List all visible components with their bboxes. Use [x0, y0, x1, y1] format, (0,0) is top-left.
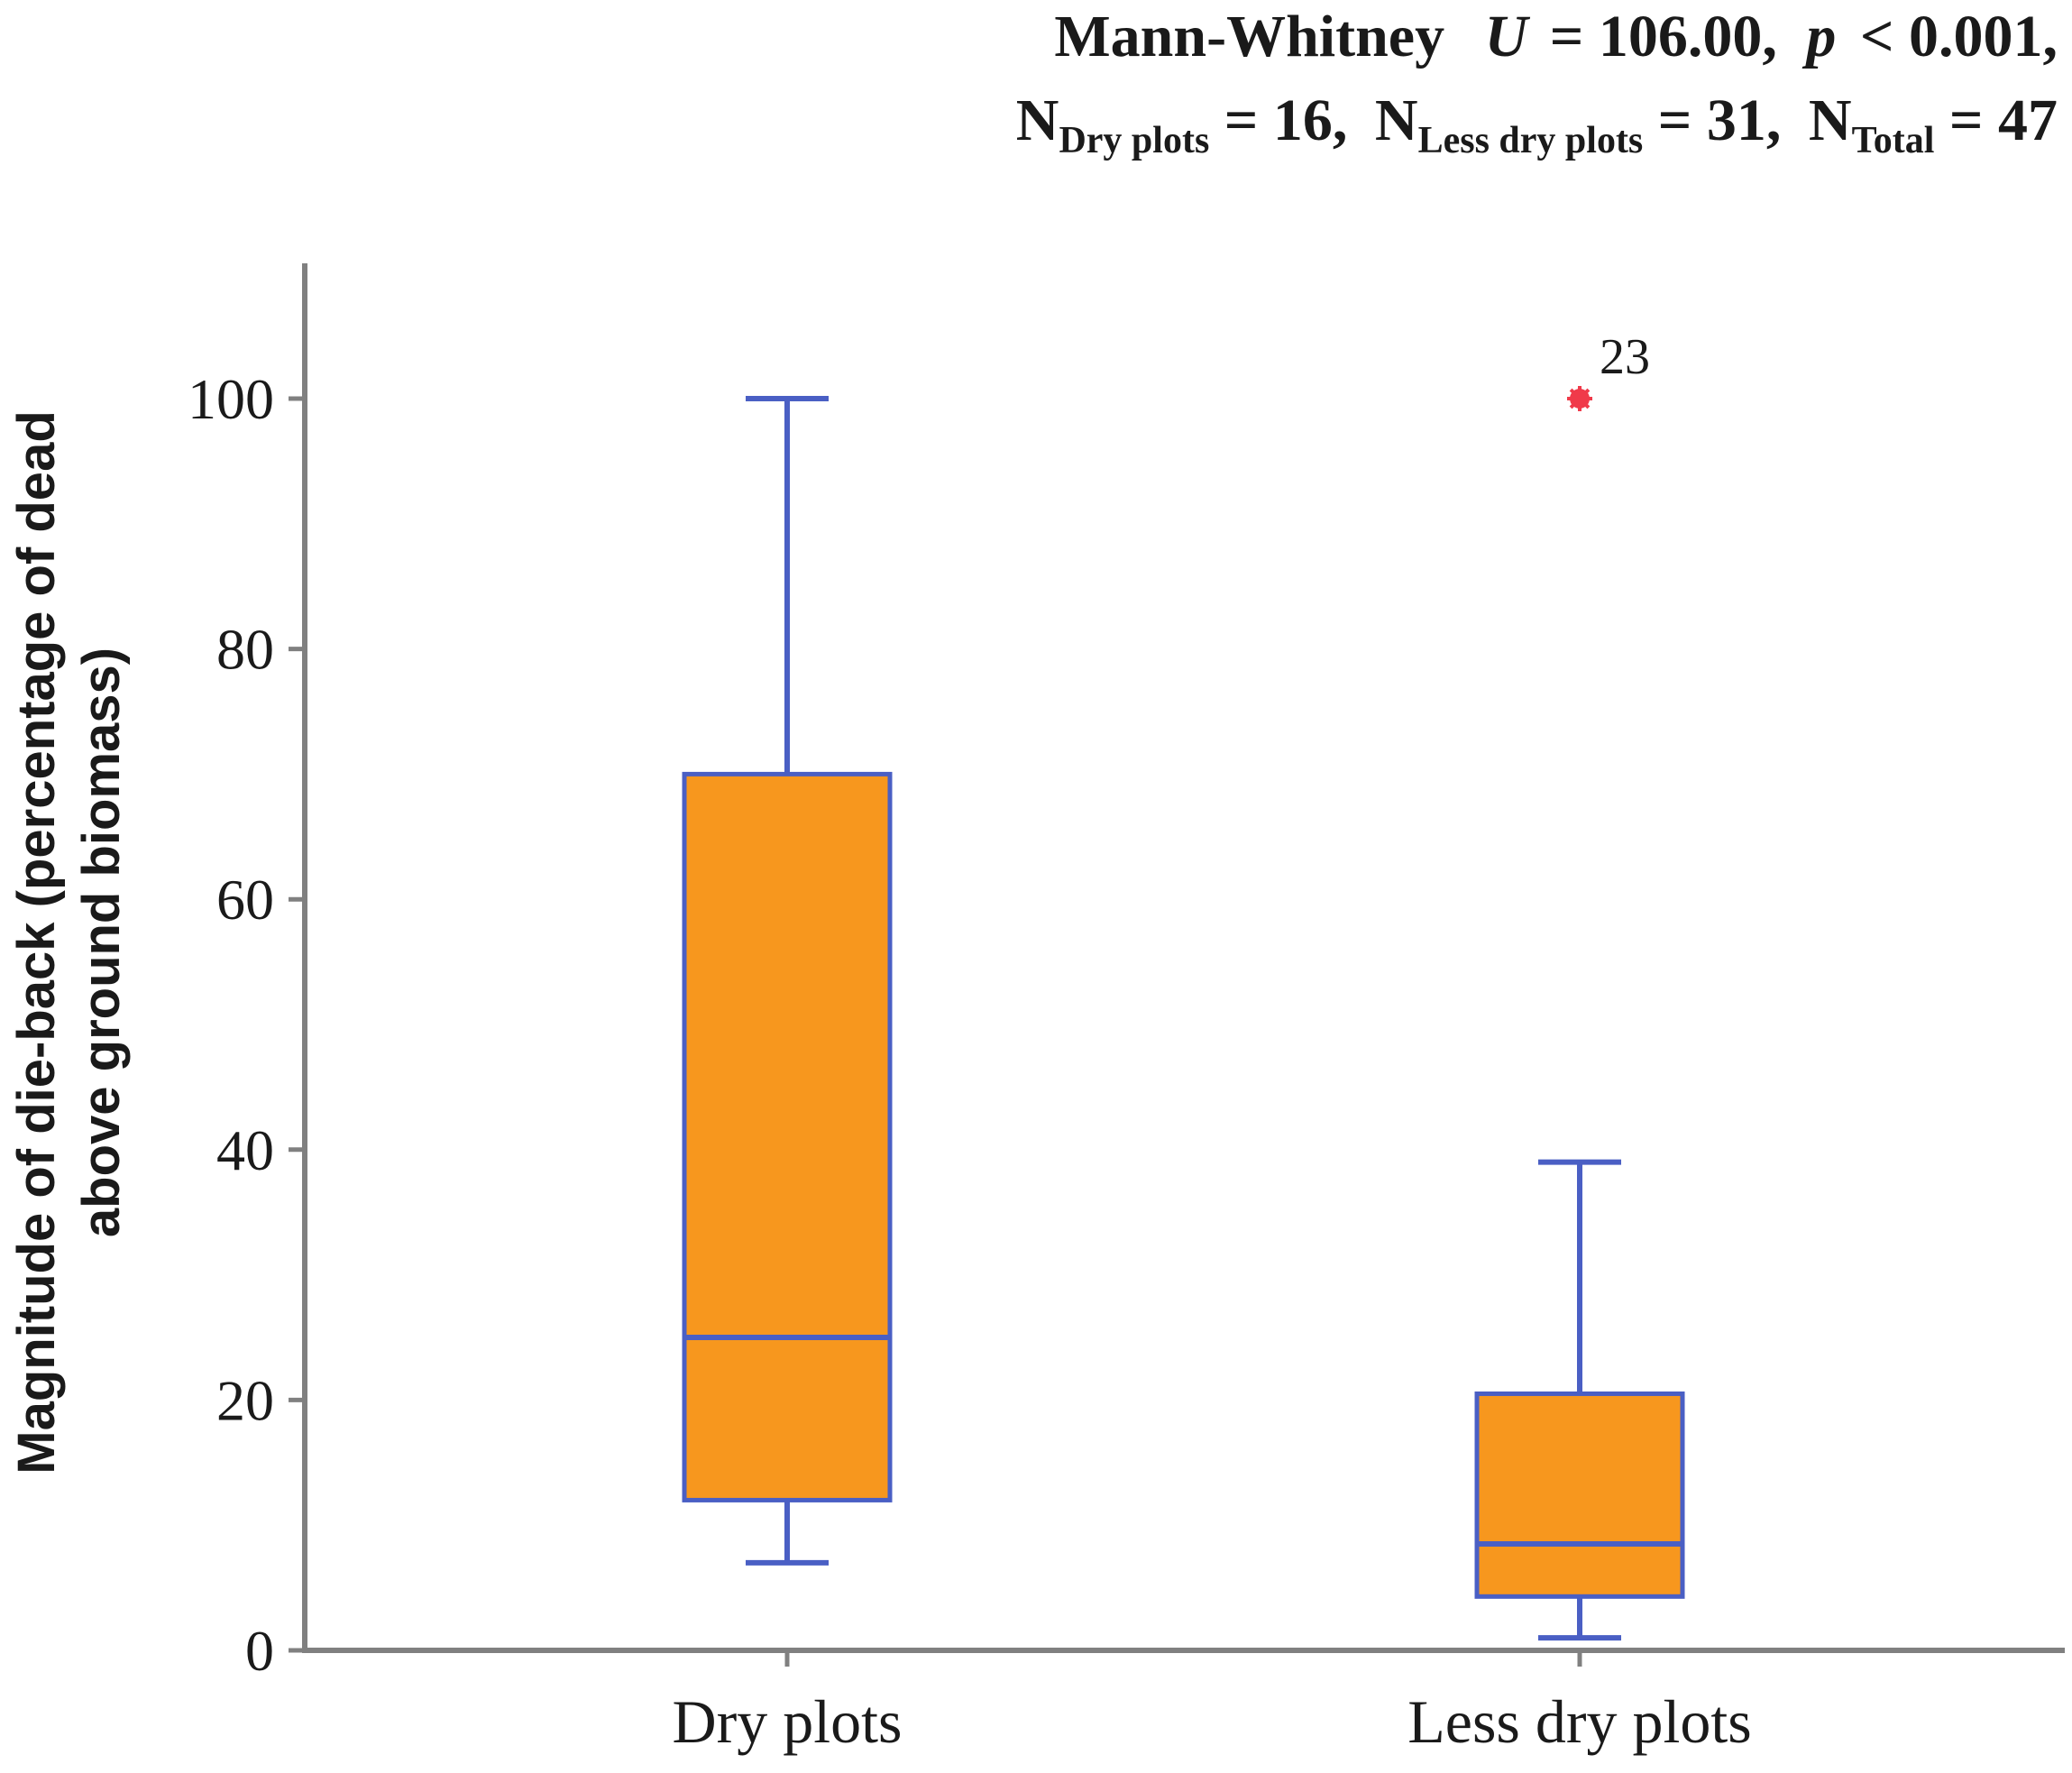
stats-annotation-line1: Mann-Whitney U = 106.00, p < 0.001, [1054, 4, 2058, 69]
iqr-box-less-dry-plots [1474, 1391, 1685, 1599]
y-tick-label-60: 60 [216, 868, 274, 932]
outlier-less-dry-plots-0: 23 [1567, 329, 1650, 411]
x-tick-label-less-dry-plots: Less dry plots [1407, 1687, 1752, 1756]
y-tick-label-20: 20 [216, 1368, 274, 1432]
iqr-box-dry-plots [682, 771, 893, 1502]
y-tick-label-0: 0 [245, 1619, 274, 1683]
box-group-dry-plots [682, 396, 893, 1566]
n-lessdry-base: N [1375, 87, 1418, 153]
test-name: Mann-Whitney [1054, 4, 1444, 69]
n-lessdry-value: = 31, [1643, 87, 1781, 153]
n-total-base: N [1809, 87, 1852, 153]
n-total-value: = 47 [1934, 87, 2058, 153]
outlier-star-ray-less-dry-plots-0-135 [1569, 388, 1591, 409]
n-dry-base: N [1016, 87, 1059, 153]
box-group-less-dry-plots: 23 [1474, 329, 1685, 1641]
stats-annotation-line2: NDry plots = 16, NLess dry plots = 31, N… [1016, 87, 2058, 161]
p-value: < 0.001, [1860, 4, 2058, 69]
y-tick-label-100: 100 [188, 367, 274, 431]
p-symbol: p [1802, 4, 1836, 69]
y-axis-label-line1: Magnitude of die-back (percentage of dea… [7, 410, 66, 1474]
u-symbol: U [1485, 4, 1531, 69]
n-lessdry-sub: Less dry plots [1418, 120, 1644, 161]
x-tick-label-dry-plots: Dry plots [673, 1687, 903, 1756]
y-tick-label-40: 40 [216, 1118, 274, 1182]
u-value: = 106.00, [1550, 4, 1777, 69]
y-axis-label-line2: above ground biomass) [72, 648, 131, 1237]
n-dry-value: = 16, [1209, 87, 1347, 153]
n-total-sub: Total [1852, 120, 1935, 161]
y-tick-label-80: 80 [216, 618, 274, 682]
n-dry-sub: Dry plots [1059, 120, 1209, 161]
outlier-label-less-dry-plots-0: 23 [1600, 329, 1650, 385]
